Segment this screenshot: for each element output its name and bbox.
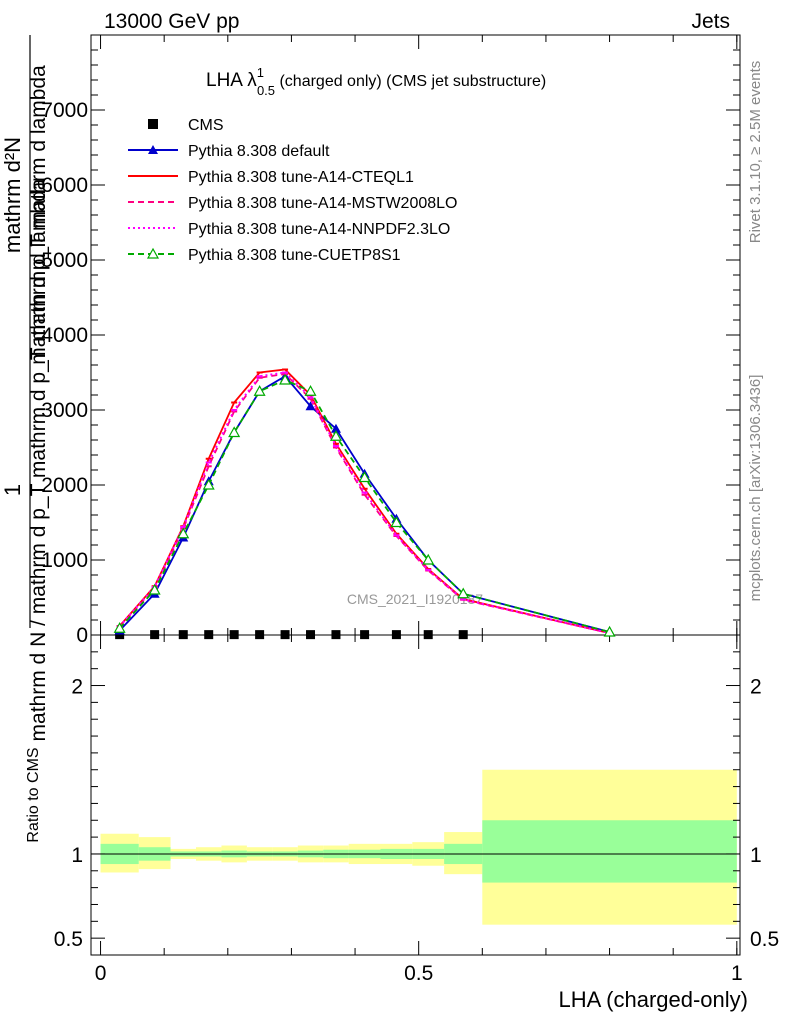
ratio-tick-label-right: 2 [750, 676, 762, 699]
y-axis-label-line3: mathrm d²N [0, 137, 25, 253]
ratio-uncertainty-bands [100, 769, 737, 925]
series-layer [113, 368, 616, 640]
series-point-cuetp8s1 [422, 553, 435, 565]
x-axis-label: LHA (charged-only) [558, 987, 748, 1012]
y-tick-label: 6000 [41, 174, 88, 197]
y-tick-label: 5000 [41, 249, 88, 272]
legend-marker-cuetp8s1 [146, 247, 160, 259]
rivet-label: Rivet 3.1.10, ≥ 2.5M events [747, 61, 764, 244]
plot-title-main: LHA λ [206, 70, 257, 91]
x-tick-label: 1 [731, 962, 743, 985]
cms-data-point [458, 630, 468, 640]
ratio-axis-label: Ratio to CMS [25, 747, 42, 842]
series-point-cuetp8s1 [177, 527, 190, 539]
series-point-cuetp8s1 [228, 426, 241, 438]
y-tick-label: 3000 [41, 399, 88, 422]
plot-title: LHA λ1 0.5 (charged only) (CMS jet substr… [206, 65, 546, 98]
series-point-cuetp8s1 [358, 471, 371, 483]
legend-label-cms: CMS [188, 117, 224, 134]
y-tick-label: 7000 [41, 99, 88, 122]
ratio-tick-label: 1 [71, 844, 83, 867]
series-point-cuetp8s1 [202, 478, 215, 490]
header-right: Jets [691, 10, 730, 33]
x-tick-label: 0.5 [404, 962, 433, 985]
cms-data-point [178, 630, 188, 640]
y-tick-label: 1000 [41, 549, 88, 572]
legend: CMS Pythia 8.308 default Pythia 8.308 tune… [128, 117, 457, 264]
y-axis-label-line2: mathrm d N / mathrm d p_T mathrm d p_T m… [27, 178, 50, 741]
series-point-cuetp8s1 [457, 587, 470, 599]
series-point-cuetp8s1 [113, 622, 126, 633]
ratio-tick-label-right: 0.5 [750, 928, 779, 951]
ratio-tick-label-right: 1 [750, 844, 762, 867]
plot-title-rest: (charged only) (CMS jet substructure) [275, 73, 546, 90]
y-tick-label: 2000 [41, 474, 88, 497]
legend-marker-cms [148, 119, 158, 129]
series-point-cuetp8s1 [329, 430, 342, 441]
cms-data-point [360, 630, 370, 640]
ratio-axis-ticks: 0.5 0.5 1 1 2 2 [54, 651, 779, 951]
legend-label-mstw: Pythia 8.308 tune-A14-MSTW2008LO [188, 195, 457, 212]
series-point-cuetp8s1 [148, 583, 161, 595]
series-point-cuetp8s1 [304, 385, 317, 396]
legend-marker-default [148, 145, 158, 154]
y-tick-label: 0 [76, 624, 88, 647]
ratio-tick-label: 2 [71, 676, 83, 699]
ratio-tick-label: 0.5 [54, 928, 83, 951]
cms-data-point [204, 630, 214, 640]
series-line-nnpdf [118, 371, 610, 635]
series-line-default [118, 375, 610, 633]
y-axis-label-line4: mathrm d p_T mathrm d lambda [27, 65, 50, 365]
legend-label-cuetp8s1: Pythia 8.308 tune-CUETP8S1 [188, 247, 401, 264]
series-line-mstw [118, 373, 610, 635]
y-axis-label: 1 mathrm d N / mathrm d p_T mathrm d p_T… [0, 35, 50, 741]
mcplots-label: mcplots.cern.ch [arXiv:1306.3436] [747, 375, 764, 602]
cms-data-point [229, 630, 239, 640]
plot-title-sub: 0.5 [257, 83, 275, 98]
y-tick-label: 4000 [41, 324, 88, 347]
legend-label-default: Pythia 8.308 default [188, 143, 330, 160]
series-point-cuetp8s1 [603, 625, 616, 637]
series-point-cuetp8s1 [390, 516, 403, 528]
cms-data-point [391, 630, 401, 640]
x-tick-label: 0 [95, 962, 107, 985]
series-point-cuetp8s1 [253, 385, 266, 396]
analysis-watermark: CMS_2021_I1920187 [347, 591, 483, 607]
series-point-cuetp8s1 [279, 373, 292, 385]
cms-data-point [331, 630, 341, 640]
cms-data-point [280, 630, 290, 640]
legend-label-cteql1: Pythia 8.308 tune-A14-CTEQL1 [188, 169, 414, 186]
series-point-default [330, 423, 341, 433]
x-axis-ticks: 0 0.5 1 [95, 35, 743, 985]
main-axis-ticks: 0 1000 2000 3000 4000 5000 6000 7000 [41, 49, 740, 647]
series-point-default [305, 401, 316, 411]
cms-data-point [306, 630, 316, 640]
y-axis-label-line1: 1 [0, 484, 25, 496]
ratio-plot-frame [90, 634, 741, 956]
ratio-inner-band-bin [482, 820, 737, 883]
header-left: 13000 GeV pp [104, 10, 239, 33]
series-line-cuetp8s1 [118, 379, 610, 633]
legend-label-nnpdf: Pythia 8.308 tune-A14-NNPDF2.3LO [188, 221, 450, 238]
cms-data-point [423, 630, 433, 640]
cms-data-point [150, 630, 160, 640]
cms-data-point [115, 630, 125, 640]
plot-title-sup: 1 [257, 65, 264, 80]
cms-data-point [255, 630, 265, 640]
